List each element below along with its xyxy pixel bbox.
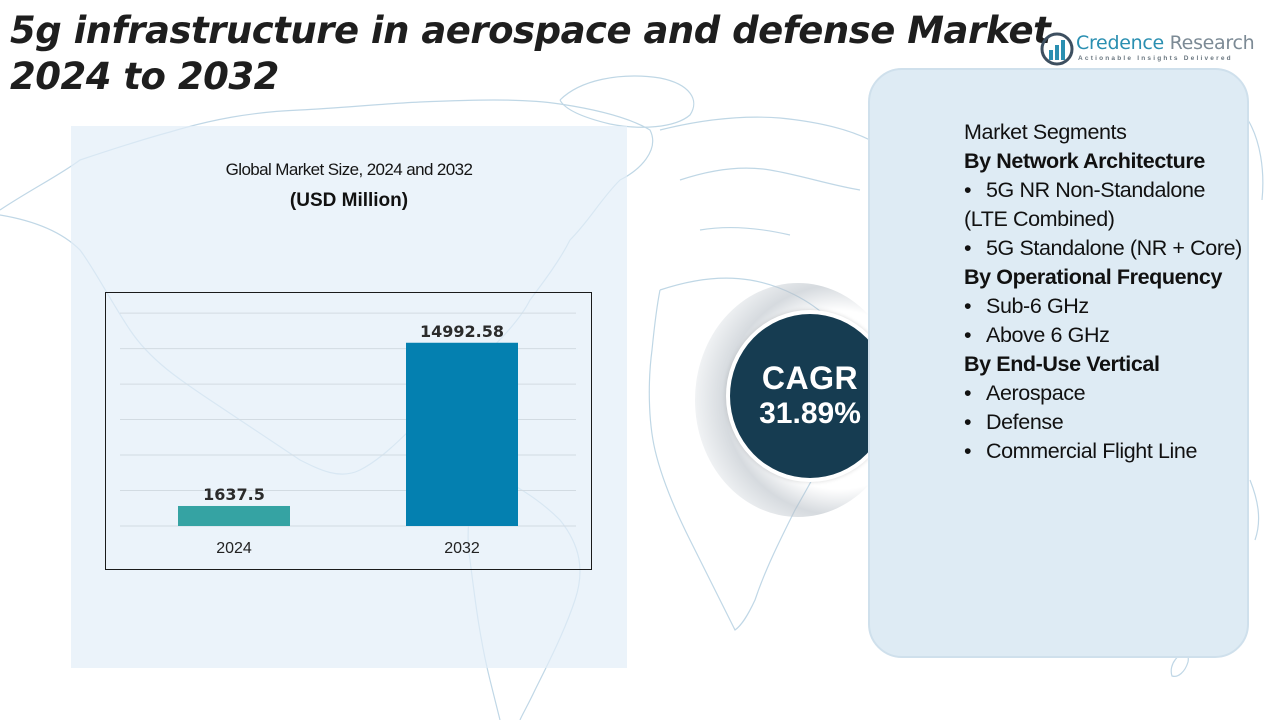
- logo-name: Credence Research: [1076, 32, 1255, 54]
- segment-item: • Above 6 GHz: [964, 321, 1254, 350]
- chart-unit-label: (USD Million): [289, 190, 409, 211]
- segment-item-label: Defense: [986, 410, 1064, 434]
- bullet-icon: •: [964, 323, 972, 347]
- logo-name-part2: Research: [1163, 32, 1255, 54]
- segment-item-label: Commercial Flight Line: [986, 439, 1198, 463]
- segment-item: • 5G NR Non-Standalone (LTE Combined): [964, 176, 1254, 234]
- x-tick-label: 2032: [444, 540, 480, 557]
- chart-panel: Global Market Size, 2024 and 2032 (USD M…: [71, 126, 627, 668]
- segment-item: • Defense: [964, 408, 1254, 437]
- bar-data-label: 1637.5: [203, 485, 265, 504]
- segment-item: • Aerospace: [964, 379, 1254, 408]
- segment-group-title: By Network Architecture: [964, 149, 1205, 173]
- bar-2024: [178, 505, 290, 526]
- bar-chart-circle-icon: [1040, 32, 1074, 66]
- x-tick-label: 2024: [216, 540, 252, 557]
- company-logo: Credence Research Actionable Insights De…: [1040, 30, 1260, 70]
- cagr-badge: CAGR 31.89%: [726, 310, 894, 482]
- bullet-icon: •: [964, 236, 972, 260]
- segment-item-label: Above 6 GHz: [986, 323, 1110, 347]
- logo-tagline: Actionable Insights Delivered: [1078, 55, 1233, 62]
- title-line-2: 2024 to 2032: [10, 55, 279, 98]
- cagr-value: 31.89%: [759, 397, 861, 430]
- page-title: 5g infrastructure in aerospace and defen…: [10, 8, 1070, 100]
- segment-item: • 5G Standalone (NR + Core): [964, 234, 1254, 263]
- cagr-label: CAGR: [761, 360, 859, 396]
- map-greenland: [559, 75, 695, 128]
- bullet-icon: •: [964, 381, 972, 405]
- bullet-icon: •: [964, 410, 972, 434]
- segment-group-title: By Operational Frequency: [964, 265, 1223, 289]
- market-segments-panel: [868, 68, 1249, 658]
- segment-item-label: Aerospace: [986, 381, 1086, 405]
- segment-item-label: 5G Standalone (NR + Core): [986, 236, 1242, 260]
- bars: [178, 342, 518, 526]
- segment-item-label: 5G NR Non-Standalone (LTE Combined): [964, 178, 1206, 231]
- logo-name-part1: Credence: [1076, 32, 1164, 54]
- bullet-icon: •: [964, 439, 972, 463]
- chart-title: Global Market Size, 2024 and 2032: [225, 160, 473, 179]
- segment-group-title: By End-Use Vertical: [964, 352, 1160, 376]
- segment-item: • Commercial Flight Line: [964, 437, 1254, 466]
- bar-data-label: 14992.58: [420, 322, 504, 341]
- map-europe: [659, 116, 871, 236]
- segment-item-label: Sub-6 GHz: [986, 294, 1089, 318]
- bar-labels: 1637.5 2024 14992.58 2032: [203, 322, 504, 557]
- segment-item: • Sub-6 GHz: [964, 292, 1254, 321]
- bar-2032: [406, 342, 518, 526]
- bullet-icon: •: [964, 178, 972, 202]
- segments-heading: Market Segments: [964, 120, 1127, 144]
- chart-frame: [105, 292, 592, 570]
- market-segments-list: Market Segments By Network Architecture •…: [964, 118, 1254, 466]
- bullet-icon: •: [964, 294, 972, 318]
- title-line-1: 5g infrastructure in aerospace and defen…: [10, 9, 1051, 52]
